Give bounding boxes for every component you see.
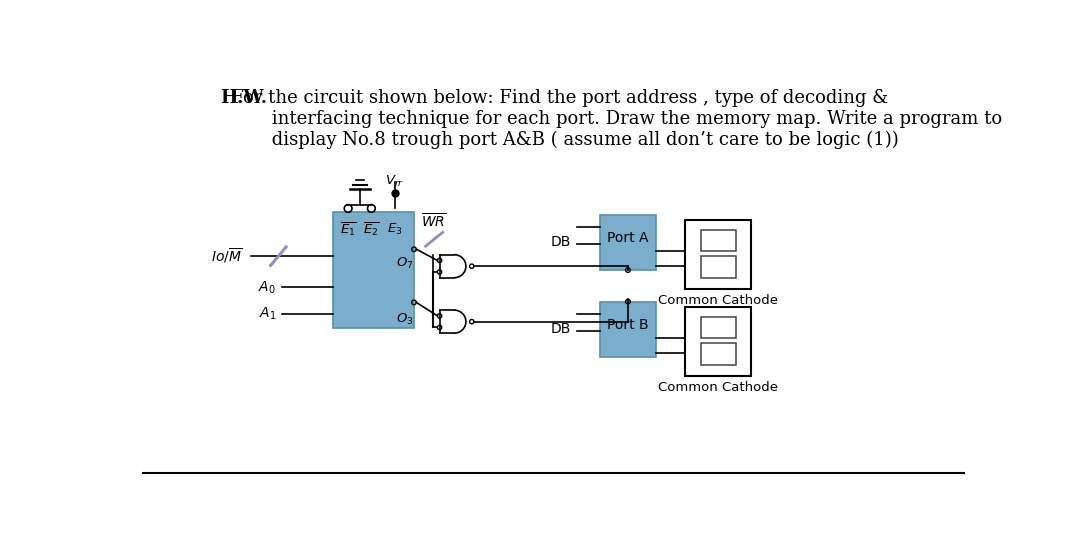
FancyBboxPatch shape bbox=[333, 212, 414, 328]
FancyBboxPatch shape bbox=[600, 301, 656, 357]
FancyBboxPatch shape bbox=[701, 230, 735, 251]
Text: Port B: Port B bbox=[607, 318, 649, 333]
FancyBboxPatch shape bbox=[600, 214, 656, 270]
Text: $\overline{E_2}$: $\overline{E_2}$ bbox=[363, 221, 380, 238]
Text: $Io/\overline{M}$: $Io/\overline{M}$ bbox=[211, 247, 242, 266]
Text: H.W.: H.W. bbox=[220, 89, 268, 107]
Text: $O_7$: $O_7$ bbox=[396, 256, 414, 272]
Text: $A_0$: $A_0$ bbox=[258, 279, 276, 295]
Text: Port A: Port A bbox=[607, 232, 649, 245]
Text: $\overline{WR}$: $\overline{WR}$ bbox=[421, 212, 446, 231]
Text: DB: DB bbox=[551, 322, 571, 337]
FancyBboxPatch shape bbox=[701, 317, 735, 338]
FancyBboxPatch shape bbox=[685, 307, 751, 376]
Text: $A_1$: $A_1$ bbox=[258, 306, 276, 322]
Text: $V_{rr}$: $V_{rr}$ bbox=[386, 174, 404, 189]
Text: For the circuit shown below: Find the port address , type of decoding &
        : For the circuit shown below: Find the po… bbox=[220, 89, 1002, 149]
Text: Common Cathode: Common Cathode bbox=[658, 381, 779, 394]
Text: $\overline{E_1}$: $\overline{E_1}$ bbox=[340, 221, 356, 238]
Text: $O_3$: $O_3$ bbox=[396, 312, 414, 327]
FancyBboxPatch shape bbox=[685, 220, 751, 289]
FancyBboxPatch shape bbox=[701, 256, 735, 278]
FancyBboxPatch shape bbox=[701, 343, 735, 365]
Text: $E_3$: $E_3$ bbox=[387, 222, 403, 237]
Text: DB: DB bbox=[551, 235, 571, 249]
Text: Common Cathode: Common Cathode bbox=[658, 294, 779, 306]
